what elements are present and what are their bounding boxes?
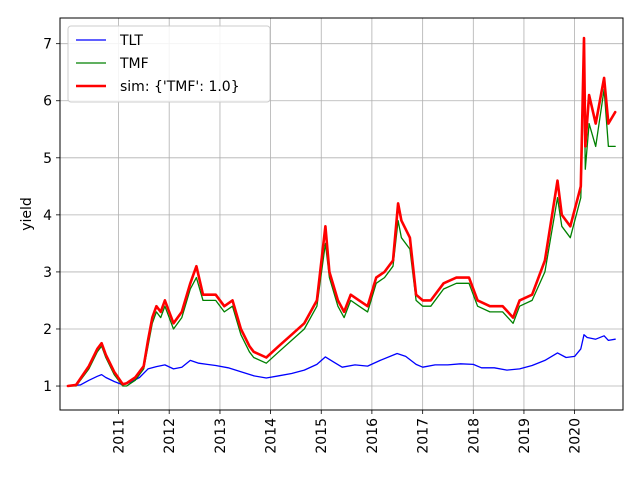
x-tick-label: 2020 <box>568 418 584 454</box>
y-tick-label: 6 <box>43 94 52 110</box>
legend-label: sim: {'TMF': 1.0} <box>120 79 240 95</box>
x-axis: 2011 2012 2013 2014 2015 2016 2017 2018 2019 2020 <box>112 410 584 454</box>
y-tick-label: 7 <box>43 37 52 53</box>
y-tick-label: 3 <box>43 265 52 281</box>
legend: TLT TMF sim: {'TMF': 1.0} <box>67 25 271 103</box>
x-tick-label: 2015 <box>314 418 330 454</box>
x-tick-label: 2017 <box>416 418 432 454</box>
series-layer <box>66 36 617 388</box>
legend-label: TLT <box>119 33 143 49</box>
x-tick-label: 2013 <box>213 418 229 454</box>
series-line-sim-tmf-1-0 <box>66 36 617 388</box>
x-tick-label: 2012 <box>162 418 178 454</box>
y-axis: 1 2 3 4 5 6 7 <box>43 37 60 395</box>
x-tick-label: 2016 <box>365 418 381 454</box>
y-axis-label: yield <box>19 197 35 231</box>
x-tick-label: 2011 <box>112 418 128 454</box>
y-tick-label: 1 <box>43 379 52 395</box>
y-tick-label: 4 <box>43 208 52 224</box>
legend-box <box>67 25 271 103</box>
series-line-tlt <box>67 334 616 387</box>
plot-frame <box>59 17 624 411</box>
legend-label: TMF <box>119 56 149 72</box>
x-tick-label: 2018 <box>466 418 482 454</box>
x-tick-label: 2019 <box>517 418 533 454</box>
x-tick-label: 2014 <box>264 418 280 454</box>
y-tick-label: 5 <box>43 151 52 167</box>
y-tick-label: 2 <box>43 322 52 338</box>
grid <box>60 18 623 410</box>
